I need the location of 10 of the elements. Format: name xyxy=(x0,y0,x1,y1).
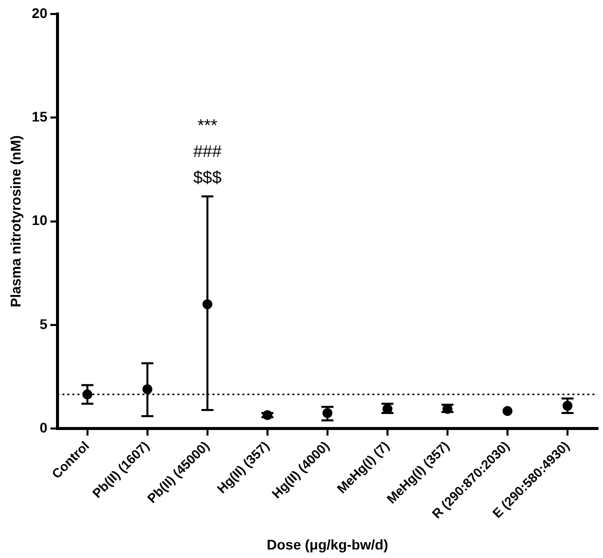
x-axis-title: Dose (μg/kg-bw/d) xyxy=(266,536,388,552)
y-tick-label: 5 xyxy=(40,316,48,332)
y-axis-title: Plasma nitrotyrosine (nM) xyxy=(7,135,24,308)
y-tick-label: 20 xyxy=(32,4,48,21)
annotation: $$$ xyxy=(193,168,222,188)
y-tick-label: 0 xyxy=(40,419,48,436)
y-tick-label: 15 xyxy=(32,108,48,125)
y-tick-label: 10 xyxy=(32,212,48,228)
annotation: *** xyxy=(197,116,218,136)
annotation: ### xyxy=(193,142,222,162)
